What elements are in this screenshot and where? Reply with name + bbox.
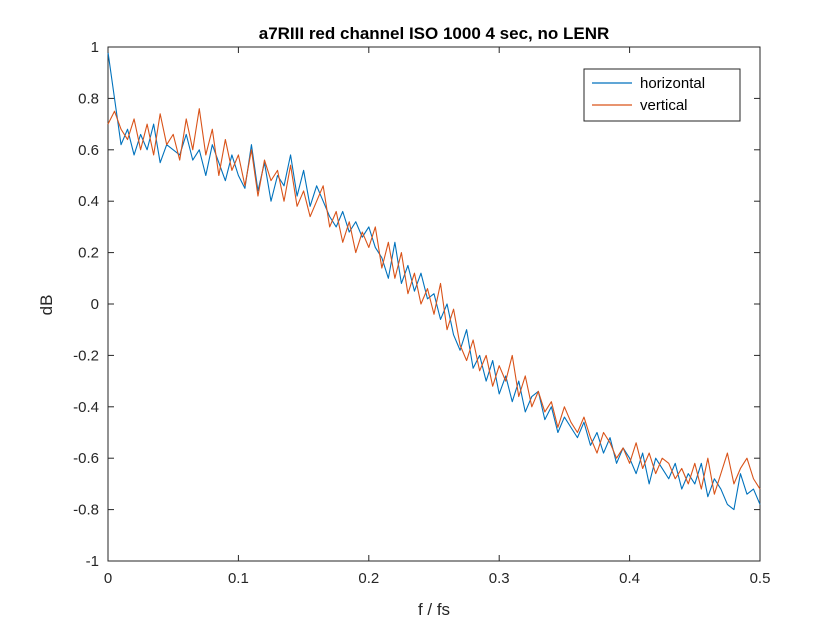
x-tick-label: 0.5 [750,570,771,587]
chart-title: a7RIII red channel ISO 1000 4 sec, no LE… [259,24,610,43]
legend-entry-horizontal: horizontal [640,75,705,92]
y-tick-label: 0.8 [78,90,99,107]
y-tick-label: 1 [91,39,99,56]
x-tick-label: 0.4 [619,570,640,587]
y-axis-label: dB [37,295,56,316]
x-tick-label: 0.3 [489,570,510,587]
y-tick-label: -1 [86,553,99,570]
y-tick-label: 0 [91,296,99,313]
legend-entry-vertical: vertical [640,97,688,114]
legend-box [583,68,741,122]
y-tick-label: -0.8 [73,502,99,519]
y-tick-label: 0.6 [78,142,99,159]
x-tick-label: 0 [104,570,112,587]
y-tick-label: 0.2 [78,245,99,262]
x-axis-label: f / fs [418,600,450,619]
axes-box [107,46,761,562]
series-line-vertical [107,108,761,495]
y-tick-label: -0.4 [73,399,99,416]
y-tick-label: -0.2 [73,347,99,364]
x-tick-label: 0.2 [358,570,379,587]
y-tick-label: 0.4 [78,193,99,210]
plot-area: 0 0.1 0.2 0.3 0.4 0.5 -1 -0.8 -0.6 -0.4 -0.2 0 0.2 0.… [73,39,770,587]
legend: horizontal vertical [583,68,741,122]
y-tick-label: -0.6 [73,450,99,467]
x-tick-label: 0.1 [228,570,249,587]
